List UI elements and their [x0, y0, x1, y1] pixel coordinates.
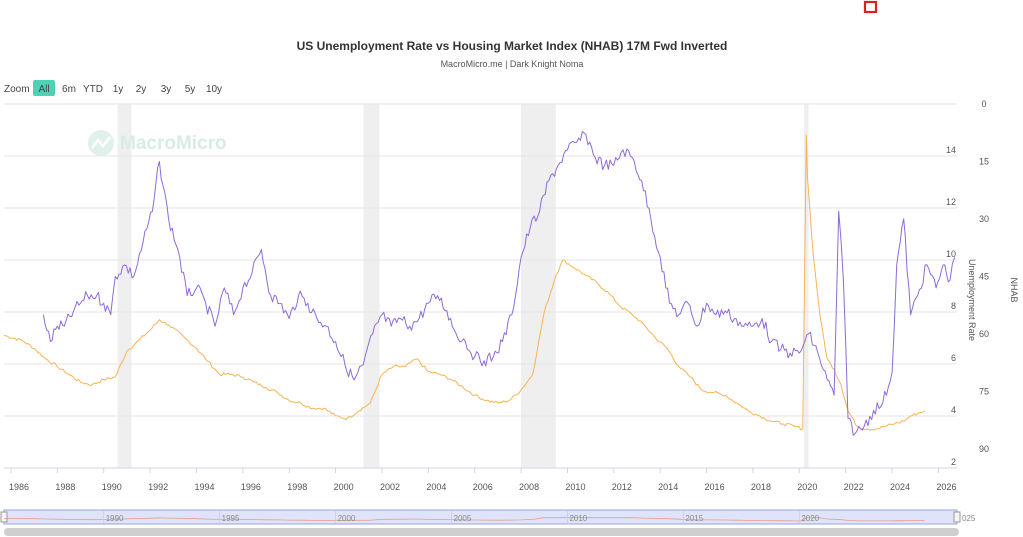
zoom-button-6m[interactable]: 6m — [62, 84, 76, 95]
menu-icon[interactable] — [863, 0, 878, 14]
x-tick-label: 2008 — [519, 482, 539, 492]
chart-subtitle: MacroMicro.me | Dark Knight Noma — [441, 59, 584, 69]
navigator-year-label: 2010 — [569, 514, 587, 523]
scrollbar[interactable] — [4, 528, 959, 536]
x-tick-label: 2024 — [890, 482, 910, 492]
navigator-year-label: 2015 — [685, 514, 703, 523]
x-tick-label: 2014 — [658, 482, 678, 492]
x-tick-label: 1990 — [102, 482, 122, 492]
right-tick-label: 45 — [979, 271, 989, 281]
zoom-button-5y[interactable]: 5y — [185, 84, 196, 95]
navigator-left-handle[interactable] — [0, 511, 8, 523]
x-tick-label: 1988 — [55, 482, 75, 492]
chart-title: US Unemployment Rate vs Housing Market I… — [297, 39, 728, 53]
x-tick-label: 2010 — [565, 482, 585, 492]
right-tick-label: 30 — [979, 214, 989, 224]
right-tick-label: 75 — [979, 386, 989, 396]
left-tick-label: 8 — [951, 301, 956, 311]
zoom-button-2y[interactable]: 2y — [136, 84, 147, 95]
navigator-right-handle[interactable] — [953, 511, 961, 523]
zoom-button-all[interactable]: All — [38, 84, 49, 95]
right-tick-label: 15 — [979, 156, 989, 166]
navigator-year-label: 2005 — [454, 514, 472, 523]
left-tick-label: 2 — [951, 457, 956, 467]
recession-band — [521, 104, 556, 468]
nhab-axis-label: NHAB — [1009, 277, 1019, 302]
left-tick-label: 4 — [951, 405, 956, 415]
x-axis: 1986 1988 1990 1992 1994 1996 1998 2000 2002 2004… — [4, 467, 957, 492]
navigator-year-label: 2000 — [338, 514, 356, 523]
x-tick-label: 2012 — [612, 482, 632, 492]
x-tick-label: 2026 — [936, 482, 956, 492]
x-tick-label: 1992 — [148, 482, 168, 492]
watermark-logo-icon — [88, 130, 114, 156]
navigator-year-label: 1995 — [222, 514, 240, 523]
left-tick-label: 12 — [946, 197, 956, 207]
right-axis: 0 15 30 45 60 75 90 — [979, 99, 989, 454]
x-tick-label: 2002 — [380, 482, 400, 492]
x-tick-label: 2000 — [334, 482, 354, 492]
x-tick-label: 2020 — [797, 482, 817, 492]
x-tick-label: 1998 — [287, 482, 307, 492]
recession-bands — [117, 104, 809, 468]
series-line-nhab — [42, 131, 956, 436]
series-lines — [3, 131, 956, 436]
recession-band — [117, 104, 132, 468]
gridlines — [4, 103, 957, 469]
watermark-text: MacroMicro — [120, 133, 227, 154]
navigator[interactable]: 1990 1995 2000 2005 2010 2015 2020 025 — [0, 509, 976, 536]
zoom-controls: Zoom All 6m YTD 1y 2y 3y 5y 10y — [4, 80, 222, 96]
left-axis: 14 12 10 8 6 4 2 — [946, 145, 956, 467]
navigator-trailing-label: 025 — [962, 514, 976, 523]
x-tick-label: 1994 — [194, 482, 214, 492]
right-tick-label: 90 — [979, 444, 989, 454]
zoom-button-1y[interactable]: 1y — [113, 84, 124, 95]
zoom-button-10y[interactable]: 10y — [206, 84, 222, 95]
zoom-button-3y[interactable]: 3y — [161, 84, 172, 95]
left-tick-label: 10 — [946, 249, 956, 259]
recession-band — [803, 104, 809, 468]
zoom-button-ytd[interactable]: YTD — [83, 84, 103, 95]
right-tick-label: 0 — [981, 99, 986, 109]
navigator-year-label: 1990 — [106, 514, 124, 523]
navigator-series — [3, 517, 925, 522]
x-tick-label: 1986 — [9, 482, 29, 492]
x-tick-label: 2004 — [426, 482, 446, 492]
zoom-label: Zoom — [4, 84, 30, 95]
recession-band — [363, 104, 380, 468]
series-line-unemployment — [3, 134, 925, 431]
x-tick-label: 1996 — [241, 482, 261, 492]
unemployment-axis-label: Unemployment Rate — [967, 259, 977, 341]
x-tick-label: 2022 — [844, 482, 864, 492]
zoom-active-bg — [33, 80, 55, 96]
x-tick-label: 2006 — [473, 482, 493, 492]
navigator-year-label: 2020 — [801, 514, 819, 523]
x-tick-label: 2018 — [751, 482, 771, 492]
left-tick-label: 6 — [951, 353, 956, 363]
x-tick-label: 2016 — [705, 482, 725, 492]
right-tick-label: 60 — [979, 329, 989, 339]
left-tick-label: 14 — [946, 145, 956, 155]
